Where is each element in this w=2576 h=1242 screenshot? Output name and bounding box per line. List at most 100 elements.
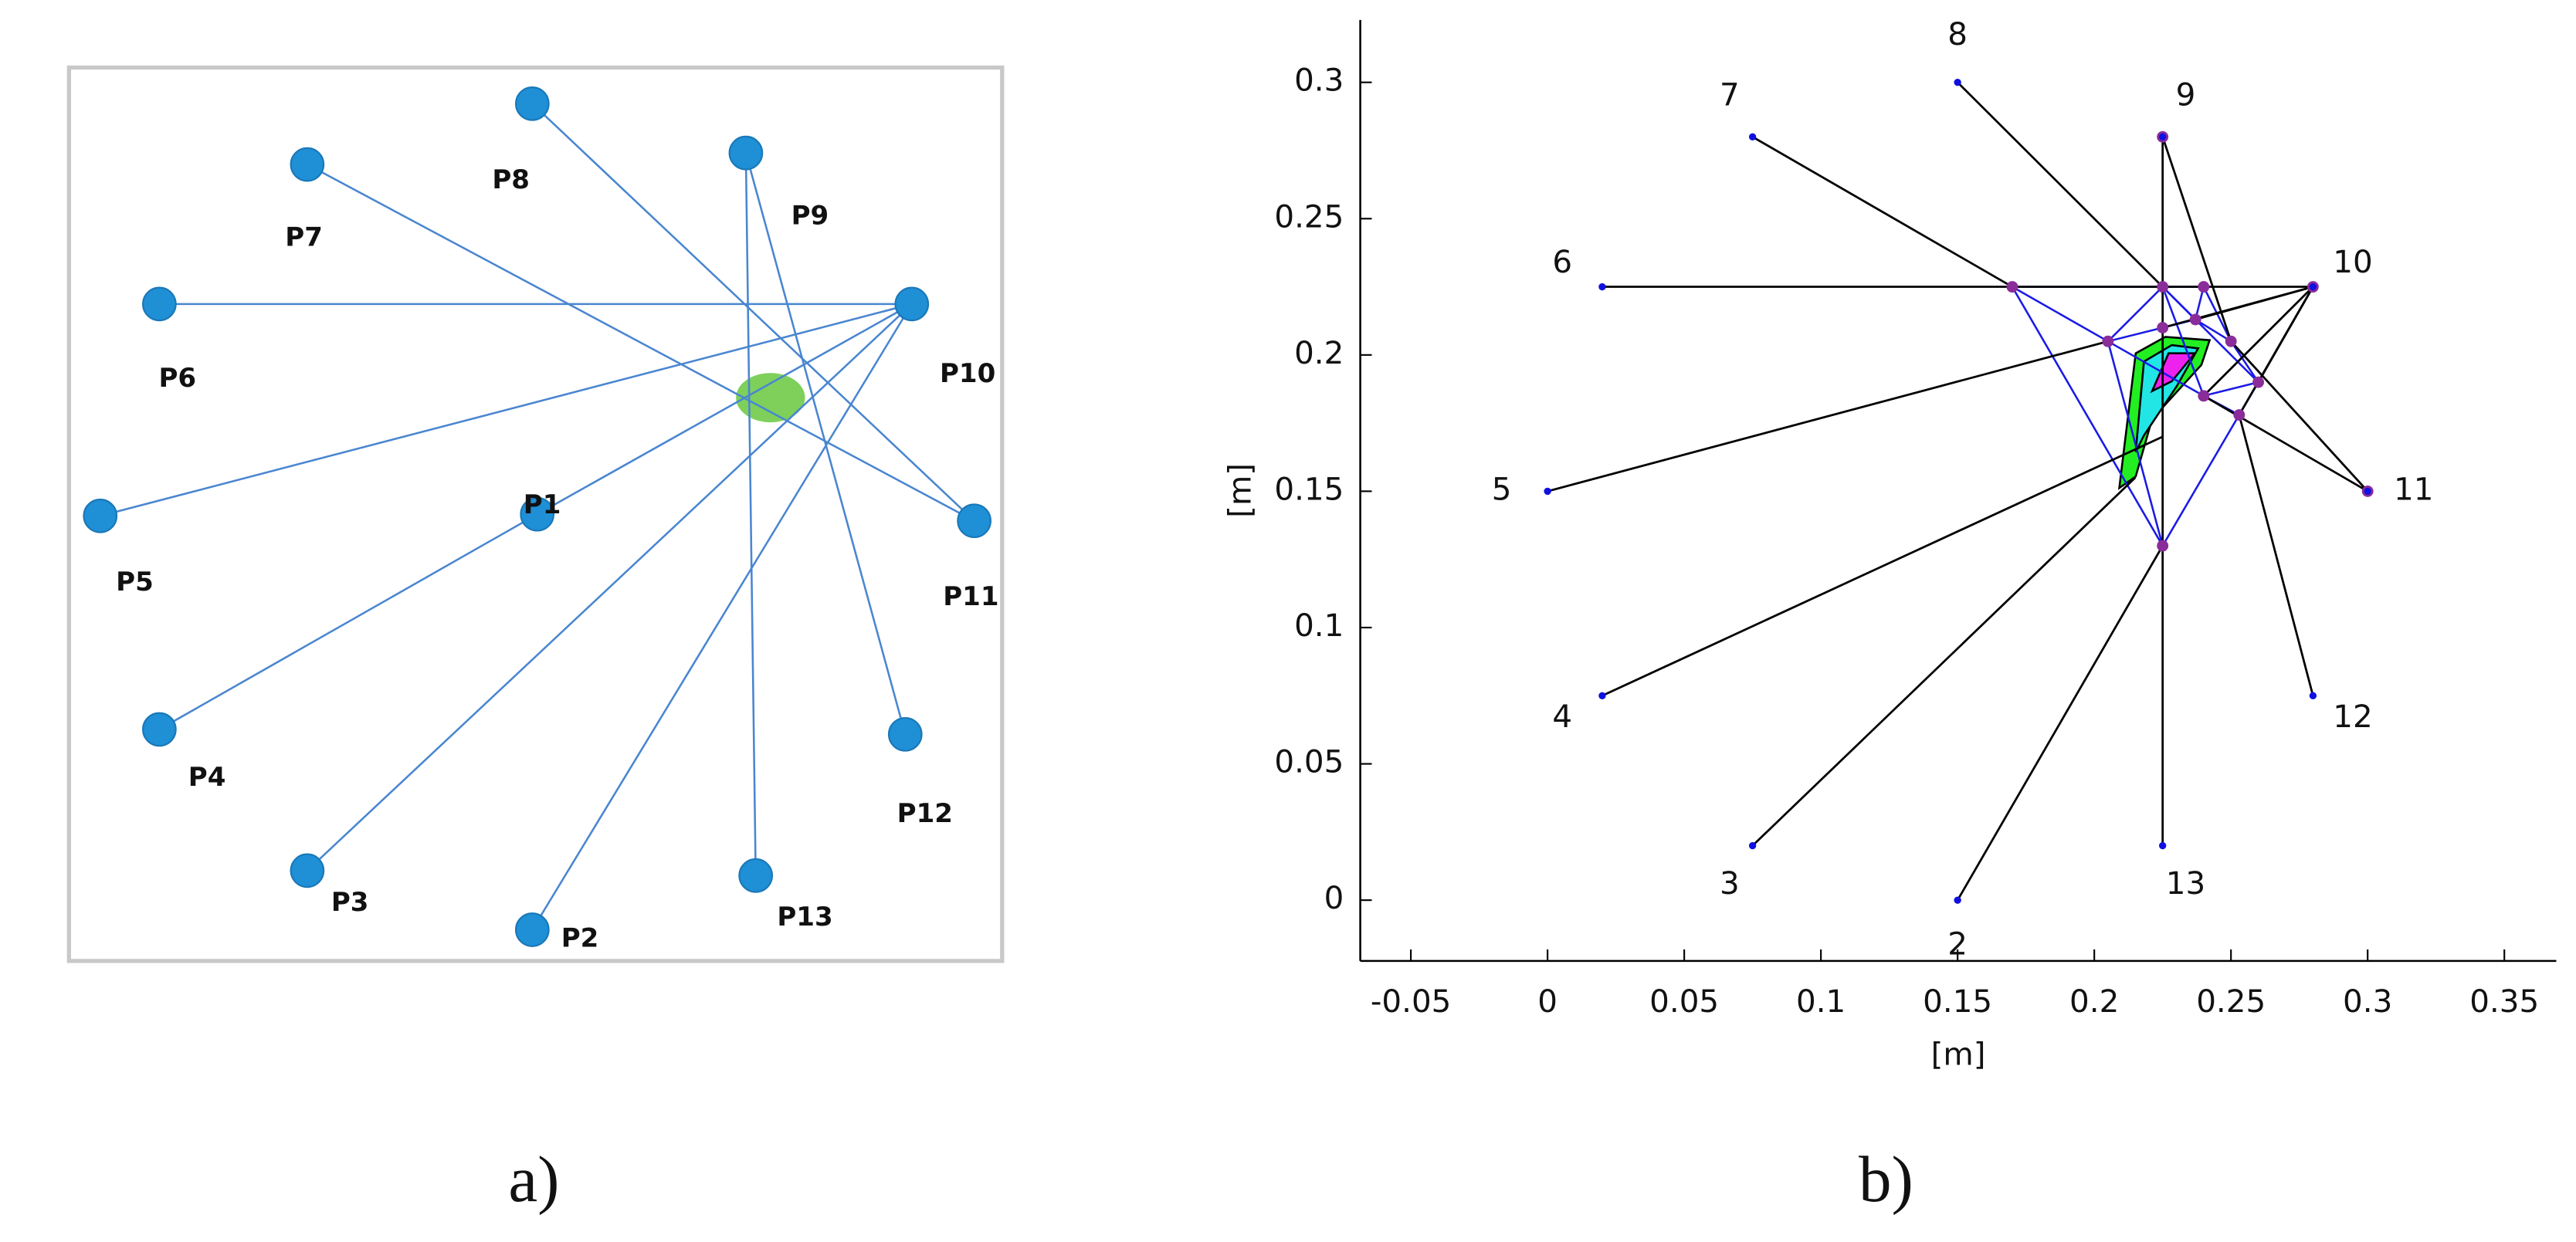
node	[728, 135, 764, 171]
link	[2195, 286, 2313, 321]
node-label: P2	[561, 923, 599, 954]
link	[744, 153, 757, 876]
node	[83, 498, 118, 533]
caption: b)	[1859, 1143, 1913, 1216]
anchor	[2364, 487, 2371, 496]
anchor-label: 7	[1720, 76, 1740, 113]
anchor	[1748, 133, 1757, 140]
node	[738, 858, 774, 893]
anchor-label: 2	[1947, 926, 1968, 963]
anchor	[2309, 283, 2317, 291]
node-label: P9	[791, 201, 829, 232]
panel-a: P1 P2 P3 P4 P5 P6 P7 P8 P9 P10 P11 P12 P13	[83, 86, 999, 954]
node	[2157, 281, 2169, 293]
node-label: P4	[188, 762, 226, 793]
target-blob	[736, 373, 805, 423]
link	[1547, 340, 2109, 492]
mesh-edge	[2161, 414, 2240, 547]
link	[1602, 435, 2164, 697]
link	[1751, 476, 2137, 847]
x-tick-label: -0.05	[1371, 983, 1452, 1020]
node-label: P7	[285, 222, 323, 252]
anchor-label: 4	[1552, 698, 1572, 735]
node-label: P3	[331, 887, 369, 918]
node	[290, 147, 325, 182]
y-tick-label: 0	[1324, 879, 1344, 916]
node	[2102, 335, 2114, 347]
node-label: P11	[943, 581, 998, 612]
link	[531, 303, 913, 931]
mesh-edge	[2107, 327, 2163, 343]
x-tick-label: 0.3	[2343, 983, 2392, 1020]
node	[514, 86, 550, 121]
link	[744, 152, 907, 735]
anchor	[2158, 841, 2167, 850]
node	[290, 853, 325, 888]
y-tick-label: 0.15	[1274, 470, 1344, 507]
x-tick-label: 0.05	[1649, 983, 1719, 1020]
node	[894, 286, 930, 322]
node-label: P1	[524, 489, 561, 520]
mesh-edge	[2012, 286, 2109, 343]
node-label: P12	[897, 798, 953, 829]
x-tick-label: 0.15	[1923, 983, 1992, 1020]
anchor	[1544, 487, 1551, 496]
mesh-edge	[2107, 340, 2164, 547]
node	[2157, 540, 2169, 552]
contour	[2117, 336, 2212, 490]
anchor-label: 13	[2166, 865, 2205, 902]
link	[2238, 286, 2314, 416]
mesh-edge	[2011, 286, 2164, 547]
y-tick-label: 0.3	[1294, 62, 1344, 99]
mesh-edge	[2230, 340, 2259, 383]
mesh-edge	[2161, 286, 2205, 397]
y-tick-label: 0.2	[1294, 334, 1344, 371]
anchor	[1954, 896, 1961, 904]
mesh-edge	[2107, 340, 2205, 397]
mesh-edge	[2107, 286, 2164, 343]
mesh-edge	[2203, 381, 2259, 398]
link	[2203, 394, 2368, 492]
node	[2157, 322, 2169, 333]
node-label: P10	[940, 358, 995, 389]
node	[514, 912, 550, 947]
mesh-edge	[2161, 286, 2259, 384]
node	[2225, 335, 2237, 347]
node-label: P6	[158, 363, 196, 394]
link	[2161, 136, 2232, 342]
y-axis-label: [m]	[1221, 463, 1258, 518]
node	[2252, 376, 2265, 388]
panel-b: -0.05 0 0.05 0.1 0.15 0.2 0.25 0.3 0.3500.050.10…	[1221, 15, 2557, 1072]
x-tick-label: 0	[1537, 983, 1557, 1020]
anchor	[2158, 133, 2167, 140]
node	[2198, 390, 2210, 402]
link	[537, 303, 913, 516]
link	[100, 303, 913, 517]
x-tick-label: 0.25	[2196, 983, 2266, 1020]
node	[142, 712, 177, 747]
node-label: P5	[116, 567, 154, 597]
link	[158, 513, 538, 731]
node	[2189, 313, 2201, 326]
anchor-label: 5	[1492, 470, 1512, 507]
anchor-label: 10	[2333, 243, 2372, 280]
anchor-label: 9	[2176, 76, 2196, 113]
anchor	[1598, 283, 1606, 291]
anchor-label: 3	[1720, 865, 1740, 902]
node	[2233, 409, 2246, 421]
link	[1957, 81, 2164, 288]
node-label: P13	[777, 902, 832, 932]
x-tick-label: 0.35	[2469, 983, 2539, 1020]
node	[887, 716, 923, 752]
anchor-label: 11	[2394, 470, 2433, 507]
y-tick-label: 0.25	[1274, 198, 1344, 235]
node	[957, 503, 991, 539]
node	[520, 496, 555, 532]
anchor-label: 12	[2333, 698, 2372, 735]
link	[1751, 136, 2013, 288]
node	[142, 286, 177, 322]
anchor	[1748, 841, 1757, 850]
y-tick-label: 0.05	[1274, 743, 1344, 780]
